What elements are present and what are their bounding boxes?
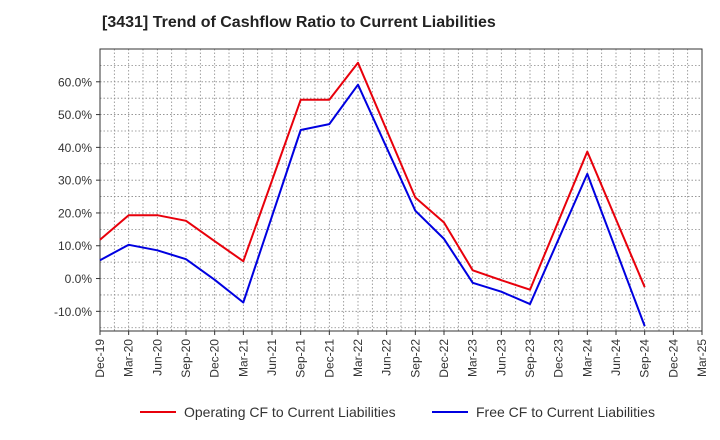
y-tick-label: 60.0%	[58, 75, 92, 89]
y-tick-label: 10.0%	[58, 239, 92, 253]
series-line-operating-cf	[99, 61, 646, 291]
x-tick-label: Jun-20	[150, 339, 164, 376]
y-tick-label: 20.0%	[58, 206, 92, 220]
x-tick-label: Mar-23	[466, 339, 480, 377]
y-tick-label: 40.0%	[58, 141, 92, 155]
legend-item-operating-cf: Operating CF to Current Liabilities	[140, 404, 396, 420]
x-tick-label: Jun-24	[609, 339, 623, 376]
legend-label-free-cf: Free CF to Current Liabilities	[476, 404, 655, 420]
series-line-free-cf	[99, 83, 646, 327]
x-tick-label: Sep-24	[638, 339, 652, 378]
x-tick-label: Mar-20	[122, 339, 136, 377]
x-tick-label: Sep-23	[523, 339, 537, 378]
x-tick-label: Jun-22	[380, 339, 394, 376]
x-tick-label: Mar-25	[695, 339, 709, 377]
x-tick-label: Mar-21	[236, 339, 250, 377]
y-tick-label: -10.0%	[54, 305, 92, 319]
x-tick-label: Sep-21	[294, 339, 308, 378]
x-tick-label: Mar-24	[580, 339, 594, 377]
y-tick-label: 50.0%	[58, 108, 92, 122]
plot-frame	[99, 48, 703, 332]
x-tick-label: Dec-20	[208, 339, 222, 378]
x-tick-label: Sep-20	[179, 339, 193, 378]
x-tick-label: Jun-21	[265, 339, 279, 376]
x-tick-label: Dec-22	[437, 339, 451, 378]
x-tick-label: Dec-21	[322, 339, 336, 378]
legend-swatch-free-cf	[432, 411, 468, 413]
legend-swatch-operating-cf	[140, 411, 176, 413]
legend: Operating CF to Current Liabilities Free…	[0, 404, 720, 426]
legend-label-operating-cf: Operating CF to Current Liabilities	[184, 404, 396, 420]
y-tick-label: 30.0%	[58, 174, 92, 188]
chart-title: [3431] Trend of Cashflow Ratio to Curren…	[102, 14, 496, 31]
y-tick-label: 0.0%	[65, 272, 93, 286]
legend-item-free-cf: Free CF to Current Liabilities	[432, 404, 655, 420]
x-tick-label: Jun-23	[494, 339, 508, 376]
x-tick-label: Dec-19	[93, 339, 107, 378]
x-tick-label: Dec-23	[552, 339, 566, 378]
x-tick-label: Sep-22	[408, 339, 422, 378]
x-tick-label: Dec-24	[666, 339, 680, 378]
x-tick-label: Mar-22	[351, 339, 365, 377]
